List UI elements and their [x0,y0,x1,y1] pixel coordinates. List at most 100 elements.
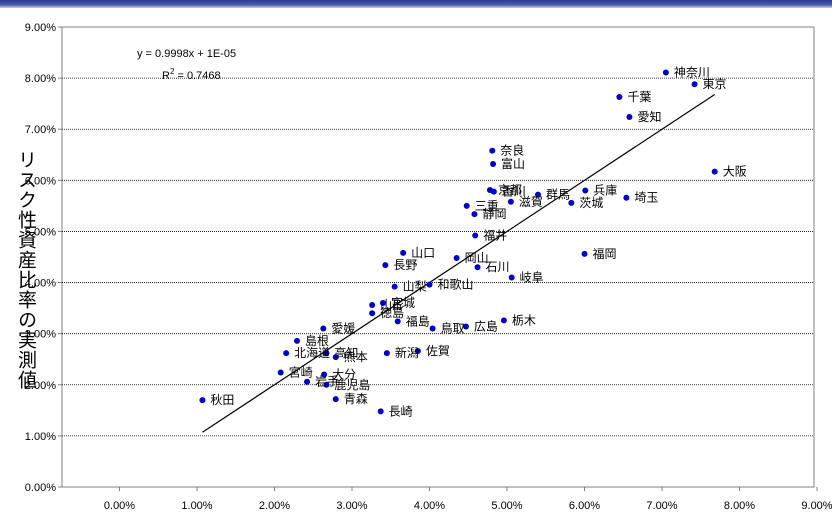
point-label: 大阪 [723,165,747,179]
point-label: 岡山 [465,251,489,265]
data-point [382,262,389,269]
data-point [383,350,390,357]
x-tick-label: 3.00% [336,500,367,512]
data-point [453,255,460,262]
data-point [582,187,589,194]
data-point [394,318,401,325]
data-point [332,354,339,361]
y-tick-label: 6.00% [25,175,56,187]
point-label: 山口 [411,246,435,260]
point-label: 香川 [502,185,526,199]
point-label: 鳥取 [441,321,465,336]
data-point [377,408,384,415]
point-label: 千葉 [627,90,651,104]
data-point [500,317,507,324]
trend-equation: y = 0.9998x + 1E-05 [137,48,236,60]
point-label: 青森 [344,391,368,406]
y-axis-label: リスク性資産比率の実測値 [15,150,37,390]
point-label: 熊本 [344,349,368,364]
data-point [320,325,327,332]
point-label: 広島 [474,319,498,334]
y-tick-label: 9.00% [25,22,56,34]
x-tick-label: 2.00% [259,500,290,512]
point-label: 島根 [305,333,329,348]
data-point [489,147,496,154]
point-label: 群馬 [546,188,570,202]
point-label: 長崎 [389,404,413,418]
data-point [369,302,376,309]
point-label: 鹿児島 [334,377,370,392]
r-squared-r: R [162,70,170,82]
x-tick-label: 5.00% [491,500,522,512]
point-label: 滋賀 [519,195,543,209]
point-label: 佐賀 [426,344,450,358]
point-label: 茨城 [579,196,603,210]
x-tick-label: 9.00% [801,500,832,512]
point-label: 宮崎 [289,365,313,380]
data-point [323,350,330,357]
data-point [463,202,470,209]
x-tick-label: 4.00% [414,500,445,512]
data-point [535,191,541,198]
point-label: 山梨 [403,280,427,294]
data-point [429,325,436,332]
data-point [462,323,469,330]
y-tick-label: 5.00% [25,226,56,238]
point-label: 京都 [498,183,522,197]
point-label: 高知 [334,345,358,360]
point-label: 東京 [703,77,727,91]
data-point [507,198,514,205]
point-label: 岐阜 [520,270,544,284]
r-squared-exp: 2 [170,67,175,76]
data-point [472,232,479,239]
data-point [400,249,407,256]
point-label: 宮城 [391,295,415,310]
x-tick-labels: 0.00% 1.00% 2.00% 3.00% 4.00% 5.00% 6.00% 7.00%… [104,500,832,512]
point-label: 大分 [332,368,356,382]
data-point [293,337,300,344]
data-point [508,274,515,281]
point-label: 兵庫 [593,184,617,198]
point-label: 愛知 [637,110,661,124]
y-tick-labels: 0.00% 1.00% 2.00% 3.00% 4.00% 5.00% 6.00% 7.00%… [25,22,56,494]
point-label: 石川 [486,260,510,274]
r-squared-value: = 0.7468 [174,70,220,82]
point-label: 新潟 [395,345,419,360]
point-label: 神奈川 [674,65,710,79]
y-tick-label: 1.00% [25,431,56,443]
data-point [369,310,376,317]
data-point [199,397,206,404]
data-point [711,168,718,175]
point-label: 栃木 [512,313,536,327]
point-label: 静岡 [482,207,506,221]
data-point [623,194,630,201]
point-label: 愛媛 [331,322,355,336]
x-tick-label: 8.00% [724,500,755,512]
trendline [202,93,716,433]
point-label: 福井 [483,228,507,243]
data-point [321,371,328,378]
data-point [474,264,481,271]
data-point [626,113,633,120]
x-tick-label: 6.00% [569,500,600,512]
data-point [391,283,398,290]
y-tick-label: 3.00% [25,329,56,341]
data-point [490,160,497,167]
data-point [332,396,339,403]
y-tick-label: 4.00% [25,278,56,290]
x-tick-label: 1.00% [181,500,212,512]
x-tick-label: 7.00% [646,500,677,512]
data-point [283,350,290,357]
y-tick-label: 7.00% [25,124,56,136]
y-tick-label: 2.00% [25,380,56,392]
point-label: 富山 [501,156,525,171]
gridlines [58,26,818,491]
data-point [568,199,575,206]
point-label: 埼玉 [634,191,658,205]
data-point [414,348,421,355]
point-label: 岩手 [315,374,339,389]
trendline-group [202,93,716,433]
point-label: 福島 [406,313,430,328]
